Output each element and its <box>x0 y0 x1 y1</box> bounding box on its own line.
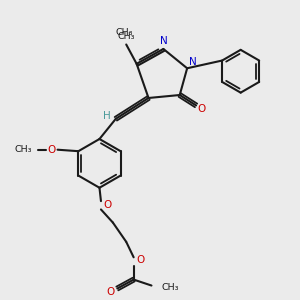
Text: N: N <box>189 57 196 67</box>
Text: CH₃: CH₃ <box>162 283 179 292</box>
Text: CH₃: CH₃ <box>118 32 135 41</box>
Text: H: H <box>103 111 111 122</box>
Text: O: O <box>136 255 144 265</box>
Text: O: O <box>106 287 115 297</box>
Text: CH₃: CH₃ <box>116 28 134 37</box>
Text: N: N <box>160 36 168 46</box>
Text: O: O <box>197 104 206 114</box>
Text: O: O <box>47 145 56 155</box>
Text: O: O <box>103 200 112 210</box>
Text: CH₃: CH₃ <box>14 145 32 154</box>
